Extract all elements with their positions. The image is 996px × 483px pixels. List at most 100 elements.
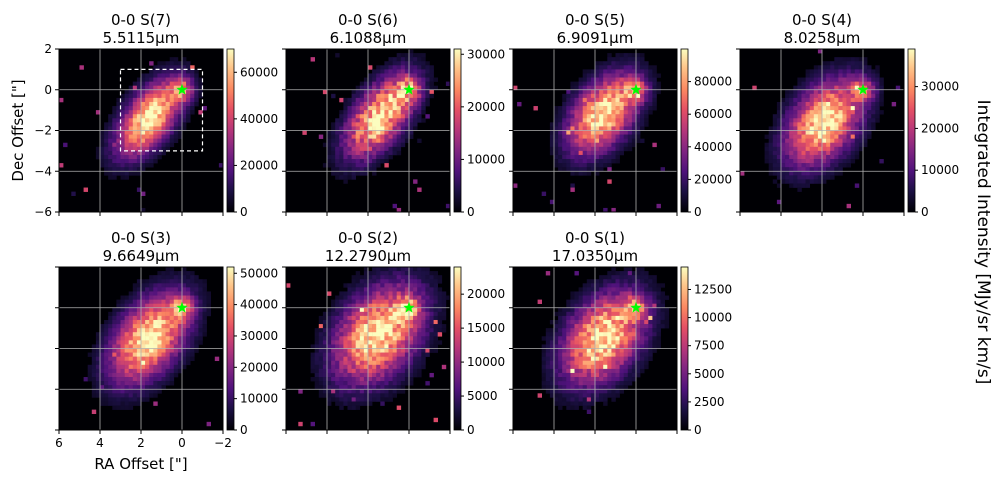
tick-marks (282, 48, 451, 216)
colorbar-tick-label: 0 (467, 423, 475, 437)
panel-wavelength: 6.9091μm (557, 29, 634, 47)
heatmap-image (302, 49, 451, 213)
panel-5: 0-0 S(3)9.6649μm 6 4 2 0 −2 RA Offset ["] 0 1000… (55, 229, 278, 473)
star-marker (403, 301, 415, 313)
colorbar-tick-label: 20000 (921, 121, 959, 135)
colorbar-tick-label: 40000 (240, 298, 278, 312)
colorbar-tick-label: 50000 (240, 266, 278, 280)
panel-title: 0-0 S(7) (111, 11, 171, 29)
colorbar-tick-label: 20000 (240, 360, 278, 374)
grid (513, 49, 677, 212)
grid (286, 267, 450, 430)
y-tick-label: −6 (34, 205, 52, 219)
colorbar-tick-label: 0 (694, 423, 702, 437)
colorbar-tick-label: 7500 (694, 339, 725, 353)
colorbar-tick-label: 40000 (694, 140, 732, 154)
panel-2: 0-0 S(6)6.1088μm 0 10000 20000 30000 (282, 11, 505, 219)
heatmap-image (286, 267, 451, 427)
colorbar-tick-label: 30000 (921, 80, 959, 94)
colorbar-tick-label: 2500 (694, 395, 725, 409)
colorbar-tick-label: 0 (467, 205, 475, 219)
x-axis-label: RA Offset ["] (94, 455, 187, 473)
y-tick-label: −4 (34, 164, 52, 178)
tick-marks (55, 48, 224, 216)
colorbar-tick-label: 20000 (467, 100, 505, 114)
colorbar-tick-label: 0 (921, 205, 929, 219)
colorbar-tick-label: 0 (240, 205, 248, 219)
tick-marks (509, 266, 678, 434)
heatmap-image (740, 49, 901, 209)
colorbar (226, 266, 235, 431)
region-box (119, 68, 204, 152)
star-marker (630, 83, 642, 95)
grid (59, 49, 223, 212)
colorbar-tick-label: 20000 (694, 172, 732, 186)
x-tick-label: 6 (55, 436, 63, 450)
colorbar-tick-label: 10000 (467, 355, 505, 369)
panel-3: 0-0 S(5)6.9091μm 0 20000 40000 60000 80000 (509, 11, 732, 219)
colorbar-tick-label: 40000 (240, 112, 278, 126)
colorbar-tick-label: 5000 (467, 389, 498, 403)
grid (740, 49, 904, 212)
grid (59, 267, 223, 430)
colorbar-tick-label: 10000 (694, 311, 732, 325)
panel-4: 0-0 S(4)8.0258μm 0 10000 20000 30000 (736, 11, 959, 219)
panel-wavelength: 5.5115μm (103, 29, 180, 47)
colorbar-tick-label: 5000 (694, 367, 725, 381)
colorbar-tick-label: 12500 (694, 282, 732, 296)
x-tick-label: 4 (96, 436, 104, 450)
colorbar-tick-label: 60000 (240, 65, 278, 79)
panel-title: 0-0 S(6) (338, 11, 398, 29)
tick-marks (282, 266, 451, 434)
colorbar-tick-label: 0 (694, 205, 702, 219)
heatmap-image (537, 267, 670, 415)
tick-marks (509, 48, 678, 216)
panel-wavelength: 6.1088μm (330, 29, 407, 47)
colorbar (226, 48, 235, 213)
colorbar-tick-label: 15000 (467, 321, 505, 335)
colorbar (453, 48, 462, 213)
panel-title: 0-0 S(5) (565, 11, 625, 29)
grid (513, 267, 677, 430)
star-marker (176, 83, 188, 95)
colorbar (680, 48, 689, 213)
star-marker (176, 301, 188, 313)
tick-marks (736, 48, 905, 216)
panel-wavelength: 17.0350μm (552, 247, 638, 265)
colorbar-tick-label: 30000 (240, 329, 278, 343)
colorbar (453, 266, 462, 431)
panel-7: 0-0 S(1)17.0350μm 0 2500 5000 7500 10000 12500 (509, 229, 732, 437)
panel-wavelength: 8.0258μm (784, 29, 861, 47)
colorbar-tick-label: 10000 (921, 163, 959, 177)
y-axis-label: Dec Offset ["] (9, 79, 27, 181)
panel-wavelength: 12.2790μm (325, 247, 411, 265)
panel-title: 0-0 S(1) (565, 229, 625, 247)
panel-title: 0-0 S(3) (111, 229, 171, 247)
colorbar-tick-label: 10000 (240, 392, 278, 406)
star-marker (403, 83, 415, 95)
colorbar (907, 48, 916, 213)
x-tick-label: −2 (214, 436, 232, 450)
panel-title: 0-0 S(2) (338, 229, 398, 247)
tick-marks (55, 266, 224, 434)
colorbar-tick-label: 20000 (240, 158, 278, 172)
y-tick-label: 2 (44, 42, 52, 56)
panel-wavelength: 9.6649μm (103, 247, 180, 265)
panel-6: 0-0 S(2)12.2790μm 0 5000 10000 15000 20000 (282, 229, 505, 437)
colorbar-tick-label: 0 (240, 423, 248, 437)
x-tick-label: 0 (178, 436, 186, 450)
y-tick-label: −2 (34, 124, 52, 138)
star-marker (630, 301, 642, 313)
colorbar-tick-label: 20000 (467, 287, 505, 301)
grid (286, 49, 450, 212)
panel-1: 0-0 S(7)5.5115μm 2 0 −2 −4 −6 Dec Offset ["] 0 2… (9, 11, 278, 219)
colorbar (680, 266, 689, 431)
colorbar-tick-label: 80000 (694, 75, 732, 89)
colorbar-tick-label: 10000 (467, 152, 505, 166)
heatmap-image (83, 267, 220, 427)
colorbar-tick-label: 60000 (694, 107, 732, 121)
y-tick-label: 0 (44, 83, 52, 97)
colorbar-tick-label: 30000 (467, 47, 505, 61)
heatmap-image (513, 53, 665, 213)
